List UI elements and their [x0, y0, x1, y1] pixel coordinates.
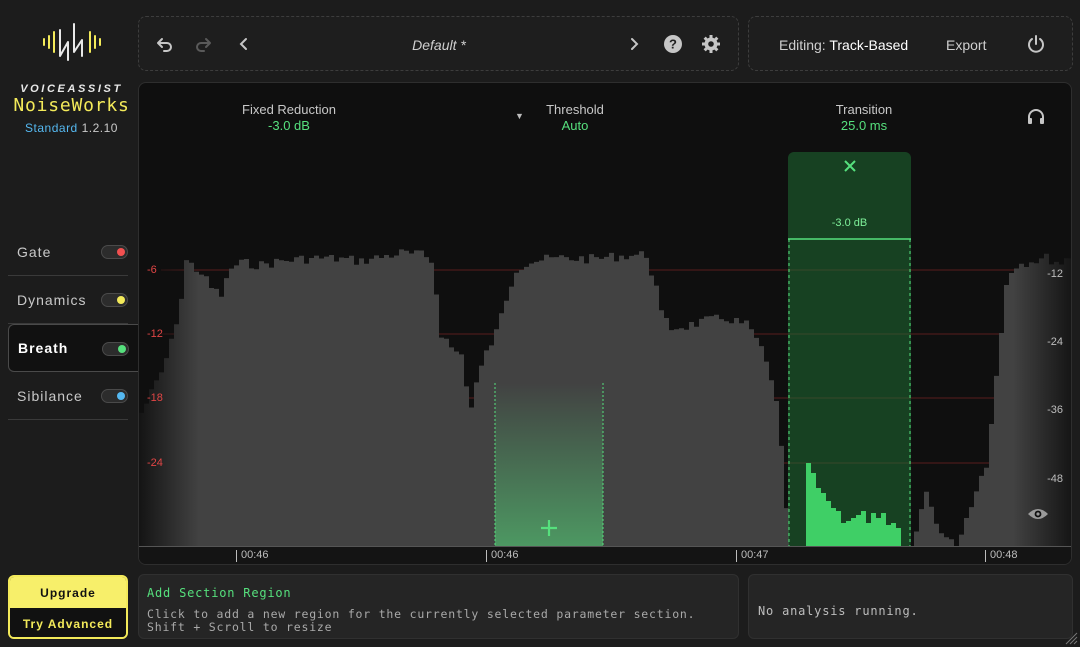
export-button[interactable]: Export	[946, 37, 987, 53]
editing-toolbar: Editing: Track-Based Export	[748, 16, 1073, 71]
time-tick: 00:46	[486, 550, 519, 562]
chevron-left-icon[interactable]	[233, 33, 255, 55]
fixed-reduction-value: -3.0 dB	[268, 118, 310, 133]
preset-toolbar: Default * ?	[138, 16, 739, 71]
editing-mode[interactable]: Editing: Track-Based	[779, 37, 908, 53]
fixed-reduction-label: Fixed Reduction	[242, 102, 336, 117]
transition-param[interactable]: Transition 25.0 ms	[814, 102, 914, 133]
svg-text:?: ?	[669, 37, 677, 52]
breath-detection-bars	[806, 463, 901, 548]
help-icon[interactable]: ?	[662, 33, 684, 55]
db-axis-right-label: -24	[1047, 336, 1063, 348]
status-panel: No analysis running.	[748, 574, 1073, 639]
sibilance-toggle[interactable]	[101, 389, 128, 403]
try-advanced-button[interactable]: Try Advanced	[10, 608, 126, 637]
toggle-dot	[117, 248, 125, 256]
edition-label: Standard	[25, 121, 78, 135]
hint-title: Add Section Region	[147, 586, 292, 600]
toggle-dot	[117, 392, 125, 400]
brand-company: VOICEASSIST	[20, 83, 123, 95]
undo-icon[interactable]	[154, 33, 176, 55]
db-axis-left-label: -24	[147, 457, 163, 469]
sidebar-item-label: Breath	[18, 340, 69, 356]
dropdown-triangle-icon: ▼	[515, 111, 524, 121]
db-axis-right-label: -48	[1047, 473, 1063, 485]
time-tick: 00:47	[736, 550, 769, 562]
sidebar-item-label: Gate	[17, 243, 52, 260]
toggle-dot	[117, 296, 125, 304]
breath-region[interactable]	[788, 152, 911, 548]
hint-text: Click to add a new region for the curren…	[147, 607, 696, 634]
power-icon[interactable]	[1025, 33, 1047, 55]
transition-value: 25.0 ms	[840, 118, 888, 133]
db-axis-left-label: -6	[147, 264, 157, 276]
sidebar-item-sibilance[interactable]: Sibilance	[8, 372, 128, 420]
gear-icon[interactable]	[700, 33, 722, 55]
upgrade-box: Upgrade Try Advanced	[8, 575, 128, 639]
brand-edition-version: Standard 1.2.10	[0, 121, 143, 135]
close-icon[interactable]	[843, 159, 857, 173]
db-axis-right-label: -36	[1047, 404, 1063, 416]
add-icon[interactable]	[540, 519, 558, 537]
waveform-display[interactable]	[139, 83, 1072, 548]
eye-icon[interactable]	[1027, 506, 1049, 522]
toggle-dot	[118, 345, 126, 353]
db-axis-left-label: -12	[147, 328, 163, 340]
resize-grip-icon[interactable]	[1064, 631, 1078, 645]
threshold-param[interactable]: ▼ Threshold Auto	[515, 102, 625, 133]
transition-label: Transition	[835, 102, 893, 117]
dynamics-toggle[interactable]	[101, 293, 128, 307]
threshold-value: Auto	[561, 118, 589, 133]
waveform-shape	[139, 249, 1071, 548]
headphones-icon[interactable]	[1027, 108, 1045, 126]
fixed-reduction-param[interactable]: Fixed Reduction -3.0 dB	[239, 102, 339, 133]
breath-toggle[interactable]	[102, 342, 129, 356]
sidebar-item-label: Sibilance	[17, 387, 83, 404]
waveform-panel[interactable]: -3.0 dB Fixed Reduction -3.0 dB ▼ Thresh…	[138, 82, 1072, 565]
sidebar-item-breath[interactable]: Breath	[8, 324, 139, 372]
editing-value: Track-Based	[829, 37, 909, 53]
gate-toggle[interactable]	[101, 245, 128, 259]
chevron-right-icon[interactable]	[623, 33, 645, 55]
sidebar-item-gate[interactable]: Gate	[8, 228, 128, 276]
time-tick: 00:48	[985, 550, 1018, 562]
preset-name[interactable]: Default *	[412, 37, 466, 53]
sidebar-item-label: Dynamics	[17, 291, 87, 308]
voiceassist-logo-icon	[43, 23, 101, 61]
region-gain-label: -3.0 dB	[831, 217, 868, 229]
analysis-status: No analysis running.	[758, 604, 919, 618]
db-axis-left-label: -18	[147, 392, 163, 404]
section-list: Gate Dynamics Breath Sibilance	[8, 228, 139, 420]
db-axis-right-label: -12	[1047, 268, 1063, 280]
editing-label: Editing:	[779, 37, 826, 53]
sidebar-item-dynamics[interactable]: Dynamics	[8, 276, 128, 324]
hint-panel: Add Section Region Click to add a new re…	[138, 574, 739, 639]
upgrade-button[interactable]: Upgrade	[10, 577, 126, 608]
redo-icon[interactable]	[192, 33, 214, 55]
brand-product: NoiseWorks	[13, 95, 130, 116]
version-label: 1.2.10	[81, 121, 118, 135]
time-ruler[interactable]: 00:46 00:46 00:47 00:48	[139, 546, 1071, 564]
time-tick: 00:46	[236, 550, 269, 562]
threshold-label: Threshold	[546, 102, 604, 117]
